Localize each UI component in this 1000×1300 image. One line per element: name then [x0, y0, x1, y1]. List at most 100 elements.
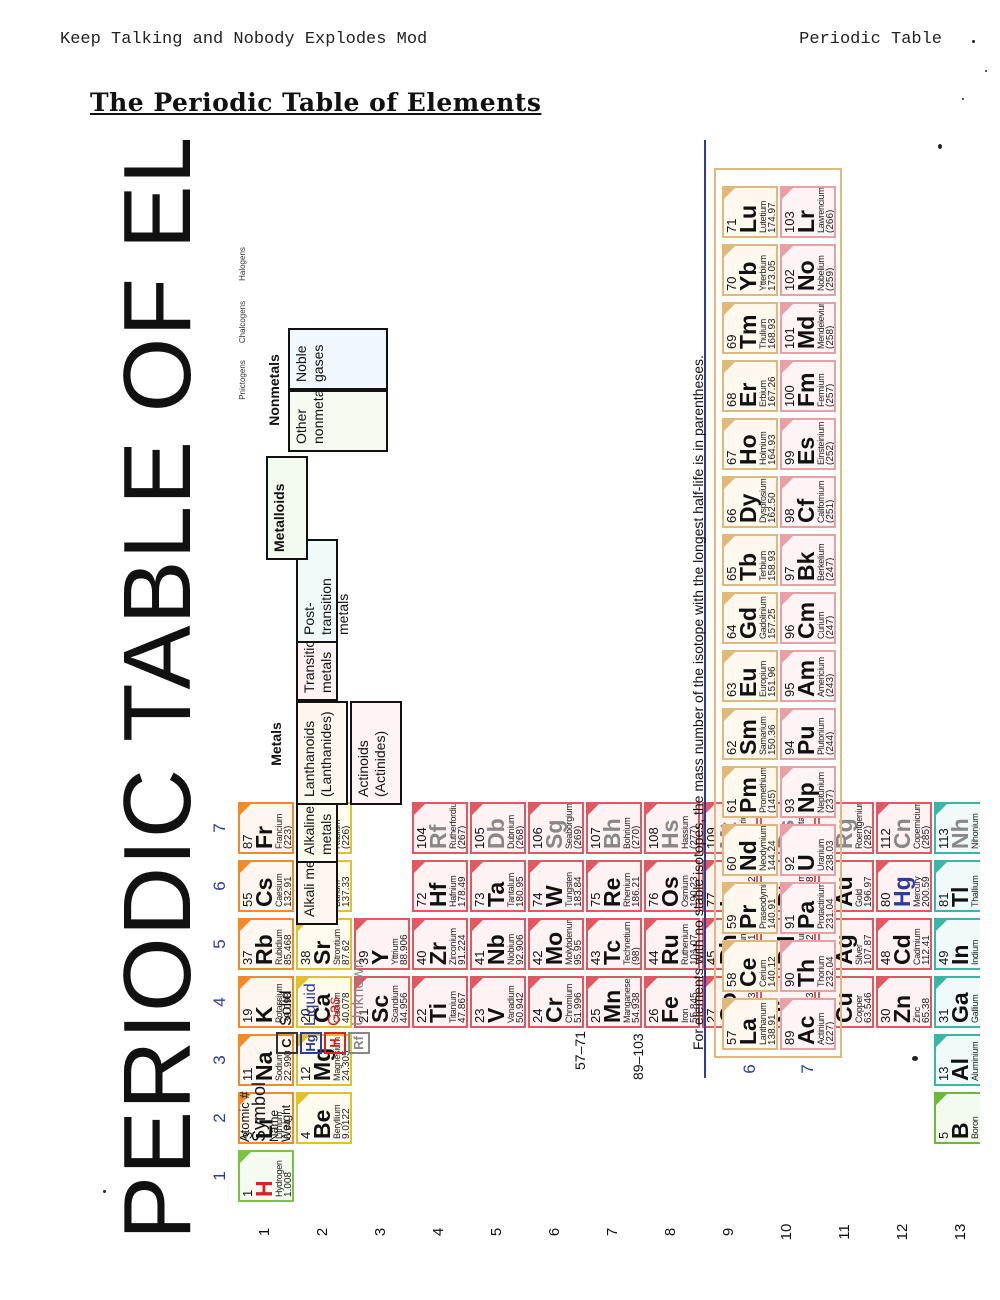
fblock-cell-dy: 66 Dy Dysprosium 162.50	[722, 476, 778, 528]
element-weight: (259)	[825, 267, 836, 291]
fblock-cell-cm: 96 Cm Curium (247)	[780, 592, 836, 644]
fblock-cell-tm: 69 Tm Thulium 168.93	[722, 302, 778, 354]
state-key-box-liquid: Hg	[300, 1032, 322, 1054]
group-label-13: 13	[952, 1223, 969, 1241]
category-corner-marker	[782, 826, 793, 837]
fblock-cell-lu: 71 Lu Lutetium 174.97	[722, 186, 778, 238]
fblock-cell-pr: 59 Pr Praseodymium 140.91	[722, 882, 778, 934]
element-cell-cd: 48 Cd Cadmium 112.41	[876, 918, 932, 970]
category-corner-marker	[782, 304, 793, 315]
element-symbol: Ho	[735, 434, 761, 465]
element-symbol: Ga	[947, 992, 973, 1023]
element-weight: 85.468	[283, 934, 294, 965]
category-corner-marker	[878, 920, 889, 931]
category-corner-marker	[878, 978, 889, 989]
category-corner-marker	[878, 804, 889, 815]
element-cell-hf: 72 Hf Hafnium 178.49	[412, 860, 468, 912]
element-symbol: Nd	[735, 840, 761, 871]
element-cell-ga: 31GaGallium69.723	[934, 976, 980, 1028]
state-key-label-gas: Gas	[326, 996, 344, 1026]
fblock-cell-am: 95 Am Americium (243)	[780, 650, 836, 702]
category-corner-marker	[724, 536, 735, 547]
element-weight: 140.12	[767, 956, 778, 987]
fblock-period-label-6: 6	[740, 1064, 759, 1074]
element-weight: (266)	[825, 209, 836, 233]
category-corner-marker	[936, 862, 947, 873]
element-symbol: Db	[483, 818, 509, 849]
fblock-cell-pa: 91 Pa Protactinium 231.04	[780, 882, 836, 934]
fblock-cell-ce: 58 Ce Cerium 140.12	[722, 940, 778, 992]
category-corner-marker	[782, 478, 793, 489]
element-weight: 112.41	[921, 935, 932, 965]
element-symbol: No	[793, 260, 819, 291]
period-label-2: 2	[210, 1113, 229, 1123]
element-cell-zn: 30 Zn Zinc 65.38	[876, 976, 932, 1028]
element-weight: 22.990	[283, 1050, 294, 1081]
element-symbol: Sr	[309, 940, 335, 965]
element-weight: 9.0122	[341, 1108, 352, 1139]
category-legend: Alkali metals Alkaline earth metals Lant…	[266, 539, 402, 925]
category-corner-marker	[530, 920, 541, 931]
fblock-cell-ho: 67 Ho Holmium 164.93	[722, 418, 778, 470]
element-weight: (145)	[767, 789, 778, 813]
fblock-cell-no: 102 No Nobelium (259)	[780, 244, 836, 296]
element-weight: 140.91	[767, 898, 778, 929]
category-corner-marker	[414, 862, 425, 873]
category-corner-marker	[298, 1094, 309, 1105]
paper-speck	[912, 1056, 918, 1061]
fblock-cell-er: 68 Er Erbium 167.26	[722, 360, 778, 412]
element-symbol: Yb	[735, 261, 761, 291]
category-corner-marker	[782, 884, 793, 895]
element-symbol: Th	[793, 958, 819, 987]
state-key-solid: C Solid	[276, 990, 298, 1054]
category-corner-marker	[782, 1000, 793, 1011]
fblock-connector-frame	[556, 140, 706, 1078]
fblock-cell-ac: 89 Ac Actinium (227)	[780, 998, 836, 1050]
period-label-7: 7	[210, 823, 229, 833]
element-symbol: Cm	[793, 601, 819, 639]
element-weight: 150.36	[767, 724, 778, 755]
element-weight: 47.867	[457, 992, 468, 1023]
family-label-pnictogens: Pnictogens	[238, 360, 247, 400]
fblock-cell-eu: 63 Eu Europium 151.96	[722, 650, 778, 702]
element-weight: (237)	[825, 789, 836, 813]
category-corner-marker	[936, 804, 947, 815]
category-corner-marker	[936, 920, 947, 931]
element-weight: 158.93	[767, 550, 778, 581]
element-symbol: Be	[309, 1109, 335, 1139]
element-symbol: H	[251, 1180, 277, 1197]
category-corner-marker	[724, 594, 735, 605]
element-weight: (252)	[825, 441, 836, 465]
group-label-3: 3	[372, 1227, 389, 1237]
element-weight: 238.03	[825, 840, 836, 871]
category-corner-marker	[530, 978, 541, 989]
element-symbol: Bk	[793, 551, 819, 581]
element-symbol: B	[947, 1122, 973, 1139]
category-corner-marker	[878, 862, 889, 873]
element-symbol: Am	[793, 659, 819, 697]
state-key-label-unknown: Unknown	[350, 959, 368, 1026]
element-symbol: Dy	[735, 493, 761, 523]
element-symbol: Np	[793, 782, 819, 813]
element-symbol: Pu	[793, 725, 819, 755]
state-key-label-liquid: Liquid	[302, 983, 320, 1026]
element-cell-db: 105 Db Dubnium (268)	[470, 802, 526, 854]
category-corner-marker	[724, 710, 735, 721]
element-symbol: Md	[793, 315, 819, 349]
state-key-gas: H Gas	[324, 997, 346, 1054]
element-symbol: U	[793, 854, 819, 871]
category-corner-marker	[782, 246, 793, 257]
element-weight: (247)	[825, 615, 836, 639]
element-weight: 88.906	[399, 934, 410, 965]
element-cell-v: 23 V Vanadium 50.942	[470, 976, 526, 1028]
periodic-table-figure: PERIODIC TABLE OF ELEMENTS 1 2 3 4 5 6 7 8 9 10 11…	[100, 140, 980, 1250]
element-weight: 164.93	[767, 434, 778, 465]
element-symbol: Nb	[483, 934, 509, 965]
element-cell-rf: 104 Rf Rutherfordium (267)	[412, 802, 468, 854]
element-symbol: Rb	[251, 934, 277, 965]
category-corner-marker	[472, 804, 483, 815]
legend-metalloids: Metalloids	[266, 456, 308, 560]
fblock-cell-tb: 65 Tb Terbium 158.93	[722, 534, 778, 586]
element-weight: 200.59	[921, 876, 932, 907]
element-weight: 168.93	[767, 318, 778, 349]
